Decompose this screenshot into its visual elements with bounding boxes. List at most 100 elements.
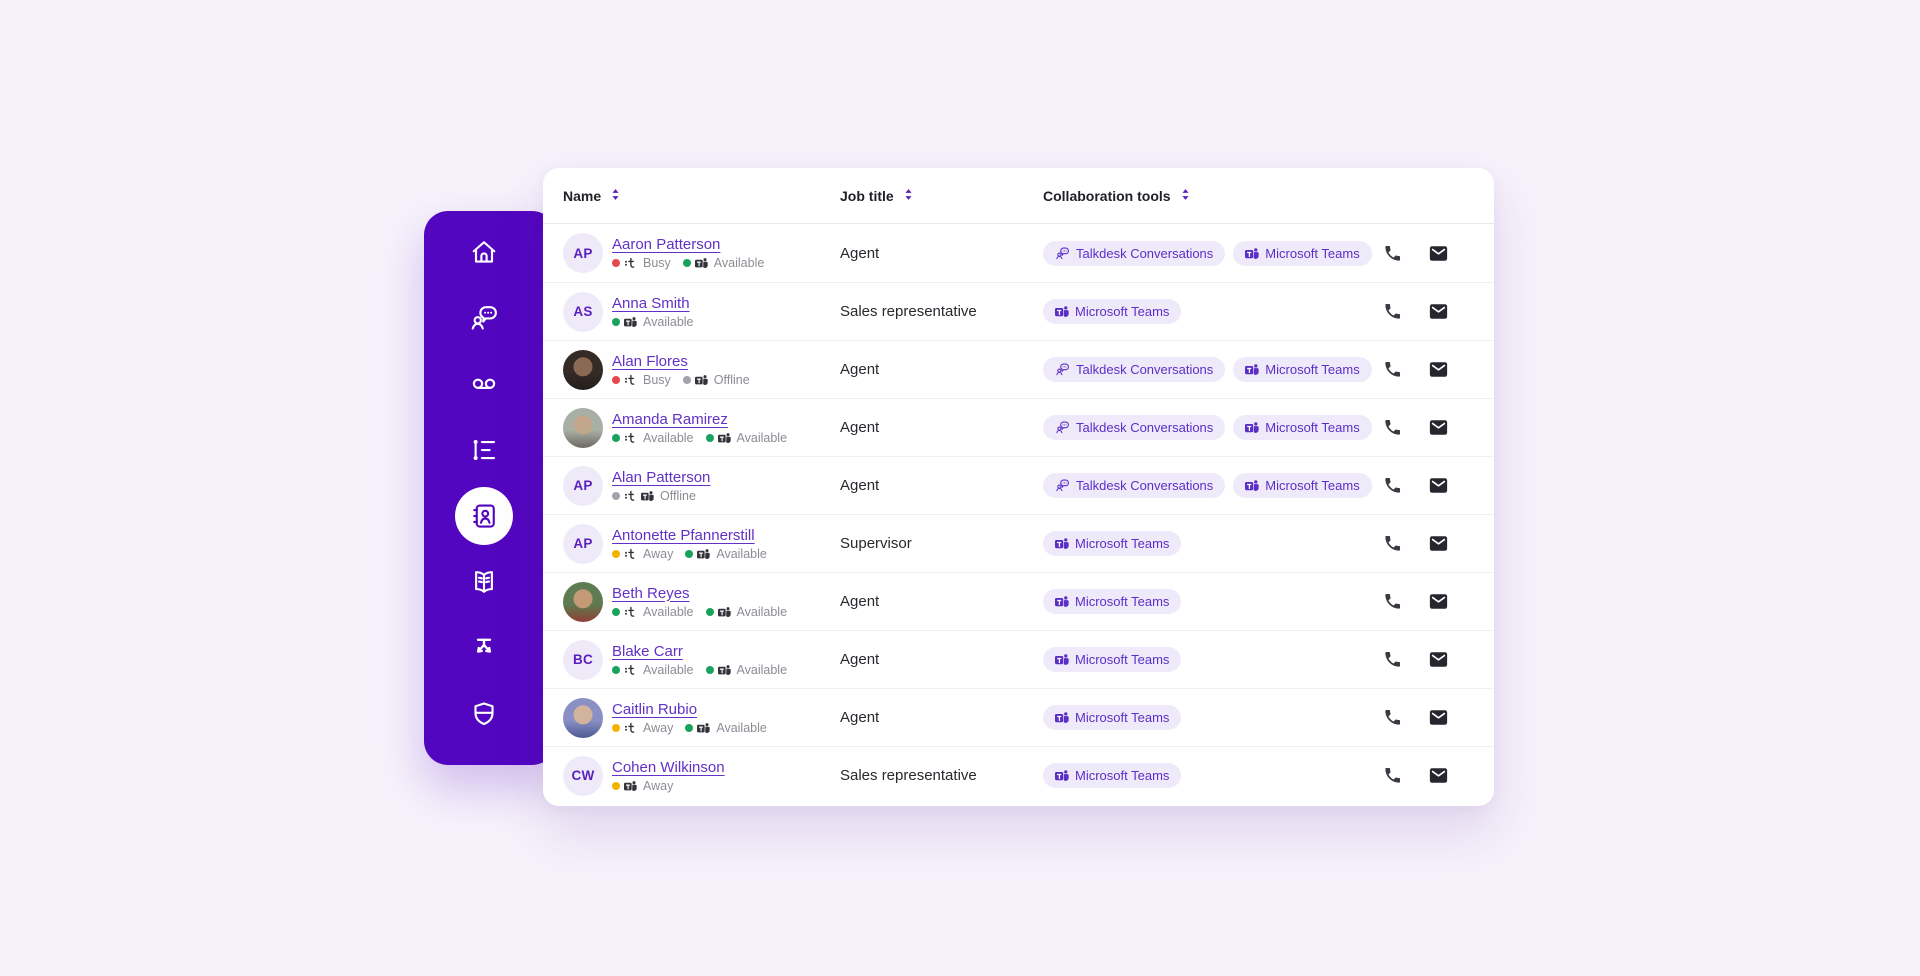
- avatar-cell: [563, 697, 612, 738]
- email-button[interactable]: [1428, 476, 1449, 495]
- presence-label: Busy: [643, 372, 671, 387]
- presence-label: Available: [643, 662, 694, 677]
- status-line: Busy Available: [612, 256, 840, 270]
- sort-button-collaboration-tools[interactable]: [1181, 188, 1190, 204]
- microsoft-teams-icon: [1055, 538, 1069, 549]
- call-button[interactable]: [1383, 476, 1402, 495]
- mail-icon: [1429, 478, 1448, 493]
- table-row[interactable]: Amanda Ramirez Available Available Agent…: [543, 398, 1494, 456]
- email-button[interactable]: [1428, 244, 1449, 263]
- home-icon: [472, 241, 495, 263]
- table-header: Name Job title Collaboration tools: [543, 168, 1494, 224]
- contact-name-link[interactable]: Alan Patterson: [612, 468, 711, 486]
- conversations-icon: [471, 306, 497, 330]
- call-button[interactable]: [1383, 302, 1402, 321]
- avatar: CW: [563, 755, 603, 796]
- phone-icon: [1385, 419, 1401, 435]
- avatar-cell: AS: [563, 291, 612, 332]
- item-icon-wrap: [469, 237, 499, 267]
- table-body: AP Aaron Patterson Busy Available Agent …: [543, 224, 1494, 804]
- sidebar-item-contacts[interactable]: [424, 483, 543, 549]
- presence-dot-away: [612, 723, 620, 732]
- tool-badge-talkdesk-conversations: Talkdesk Conversations: [1043, 240, 1226, 266]
- status-line: Offline: [612, 489, 840, 503]
- table-row[interactable]: AP Alan Patterson Offline Agent Talkdesk…: [543, 456, 1494, 514]
- contact-name-link[interactable]: Alan Flores: [612, 352, 688, 370]
- sidebar-item-flows[interactable]: [424, 615, 543, 681]
- email-button[interactable]: [1428, 650, 1449, 669]
- sidebar-item-voicemail[interactable]: [424, 351, 543, 417]
- call-button[interactable]: [1383, 650, 1402, 669]
- presence-label: Available: [716, 546, 767, 561]
- contacts-icon: [472, 504, 495, 528]
- collaboration-tools: Microsoft Teams: [1043, 647, 1374, 672]
- presence-label: Away: [643, 720, 674, 735]
- presence-dot-available: [612, 607, 620, 616]
- email-button[interactable]: [1428, 708, 1449, 727]
- call-button[interactable]: [1383, 418, 1402, 437]
- tool-badge-label: Microsoft Teams: [1075, 304, 1170, 319]
- teams-status-icon: [697, 548, 711, 559]
- talkdesk-conversations-icon: [1056, 421, 1069, 434]
- sidebar-item-security[interactable]: [424, 681, 543, 747]
- phone-icon: [1385, 535, 1401, 551]
- mail-icon: [1429, 362, 1448, 377]
- email-button[interactable]: [1428, 360, 1449, 379]
- presence-status: Available: [612, 315, 694, 329]
- sidebar: [424, 211, 556, 765]
- mail-icon: [1429, 768, 1448, 783]
- contact-name-link[interactable]: Beth Reyes: [612, 584, 690, 602]
- name-cell: Anna Smith Available: [612, 295, 840, 329]
- name-cell: Alan Flores Busy Offline: [612, 353, 840, 387]
- table-row[interactable]: BC Blake Carr Available Available Agent …: [543, 630, 1494, 688]
- email-button[interactable]: [1428, 302, 1449, 321]
- table-row[interactable]: AP Aaron Patterson Busy Available Agent …: [543, 224, 1494, 282]
- contact-name-link[interactable]: Aaron Patterson: [612, 236, 721, 253]
- table-row[interactable]: Alan Flores Busy Offline Agent Talkdesk …: [543, 340, 1494, 398]
- name-cell: Alan Patterson Offline: [612, 469, 840, 503]
- teams-status-icon: [694, 258, 708, 268]
- collaboration-tools: Microsoft Teams: [1043, 531, 1374, 556]
- column-header-collaboration-tools: Collaboration tools: [1043, 188, 1374, 204]
- tool-badge-talkdesk-conversations: Talkdesk Conversations: [1043, 357, 1226, 382]
- table-row[interactable]: CW Cohen Wilkinson Away Sales representa…: [543, 746, 1494, 804]
- sidebar-item-activity-feed[interactable]: [424, 417, 543, 483]
- call-button[interactable]: [1383, 766, 1402, 785]
- talkdesk-status-icon: [625, 374, 635, 385]
- email-button[interactable]: [1428, 766, 1449, 785]
- row-actions: [1374, 708, 1474, 727]
- call-button[interactable]: [1383, 592, 1402, 611]
- contact-name-link[interactable]: Antonette Pfannerstill: [612, 526, 755, 544]
- sort-icon: [905, 188, 912, 200]
- shield-icon: [473, 702, 494, 726]
- sidebar-item-home[interactable]: [424, 219, 543, 285]
- call-button[interactable]: [1383, 360, 1402, 379]
- column-label-name: Name: [563, 187, 602, 204]
- call-button[interactable]: [1383, 534, 1402, 553]
- item-icon-wrap: [469, 435, 499, 465]
- contact-name-link[interactable]: Blake Carr: [612, 642, 683, 660]
- email-button[interactable]: [1428, 534, 1449, 553]
- tool-badge-label: Microsoft Teams: [1075, 768, 1170, 783]
- email-button[interactable]: [1428, 418, 1449, 437]
- contact-name-link[interactable]: Anna Smith: [612, 294, 690, 312]
- contact-name-link[interactable]: Caitlin Rubio: [612, 700, 698, 718]
- table-row[interactable]: AP Antonette Pfannerstill Away Available…: [543, 514, 1494, 572]
- table-row[interactable]: Caitlin Rubio Away Available Agent Micro…: [543, 688, 1494, 746]
- microsoft-teams-icon: [1055, 654, 1069, 665]
- sidebar-item-library[interactable]: [424, 549, 543, 615]
- row-actions: [1374, 418, 1474, 437]
- table-row[interactable]: AS Anna Smith Available Sales representa…: [543, 282, 1494, 340]
- collaboration-tools: Talkdesk Conversations Microsoft Teams: [1043, 240, 1374, 266]
- contact-name-link[interactable]: Cohen Wilkinson: [612, 758, 725, 776]
- table-row[interactable]: Beth Reyes Available Available Agent Mic…: [543, 572, 1494, 630]
- contact-name-link[interactable]: Amanda Ramirez: [612, 410, 728, 428]
- sidebar-item-conversations[interactable]: [424, 285, 543, 351]
- call-button[interactable]: [1383, 244, 1402, 263]
- sort-button-job-title[interactable]: [904, 188, 913, 204]
- call-button[interactable]: [1383, 708, 1402, 727]
- sort-button-name[interactable]: [611, 188, 620, 204]
- avatar: [563, 407, 603, 448]
- sort-icon: [612, 188, 619, 200]
- email-button[interactable]: [1428, 592, 1449, 611]
